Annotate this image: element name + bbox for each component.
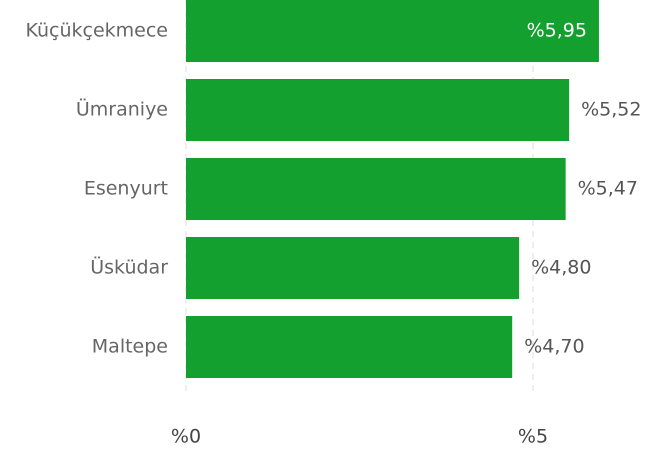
bar [186,316,513,378]
x-tick-label: %5 [518,426,548,448]
bar [186,79,570,141]
data-label: %5,95 [527,20,587,42]
bar [186,237,520,299]
bar [186,0,599,62]
y-tick-label: Maltepe [92,336,168,358]
data-label: %5,47 [578,178,638,200]
y-tick-label: Üsküdar [90,256,168,279]
x-tick-label: %0 [171,426,201,448]
data-label: %4,70 [524,336,584,358]
y-tick-label: Esenyurt [84,178,168,200]
data-label: %5,52 [581,99,641,121]
y-tick-label: Ümraniye [76,98,168,121]
data-label: %4,80 [531,257,591,279]
bar [186,158,566,220]
y-tick-label: Küçükçekmece [25,20,168,42]
